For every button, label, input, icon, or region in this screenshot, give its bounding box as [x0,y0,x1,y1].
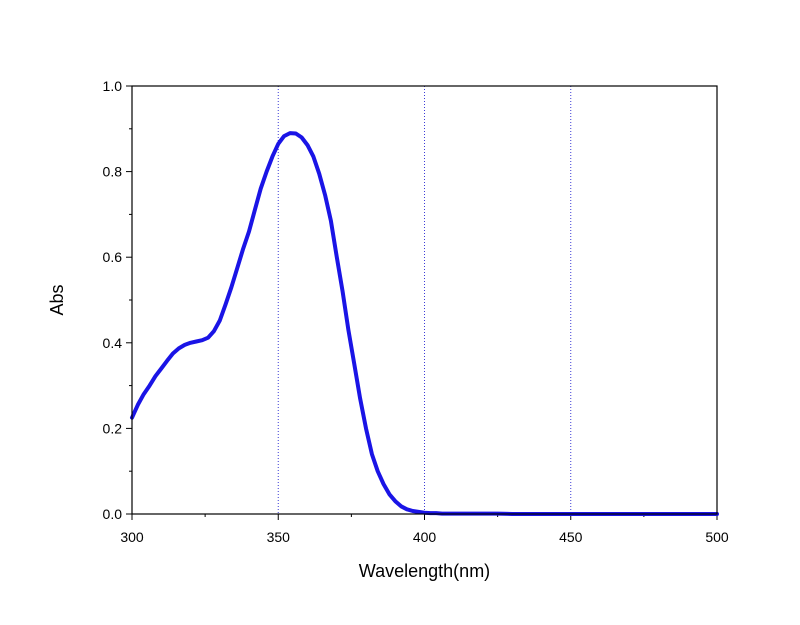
y-tick-label-1: 1.0 [103,78,123,94]
axis-ticks [126,85,718,520]
tick-labels: 300 350 400 450 500 0.0 0.2 0.4 0.6 0.8 1.0 [103,78,729,545]
y-tick-label-0.8: 0.8 [103,164,123,180]
gridlines [277,86,572,514]
x-tick-label-350: 350 [267,529,291,545]
x-tick-label-300: 300 [120,529,144,545]
plot-frame [131,85,718,515]
x-tick-label-500: 500 [705,529,729,545]
x-tick-label-400: 400 [413,529,437,545]
y-tick-label-0: 0.0 [103,506,123,522]
x-tick-label-450: 450 [559,529,583,545]
y-tick-label-0.6: 0.6 [103,249,123,265]
y-tick-label-0.2: 0.2 [103,420,123,436]
x-axis-label: Wavelength(nm) [359,561,490,581]
y-axis-label: Abs [47,284,67,315]
y-tick-label-0.4: 0.4 [103,335,123,351]
